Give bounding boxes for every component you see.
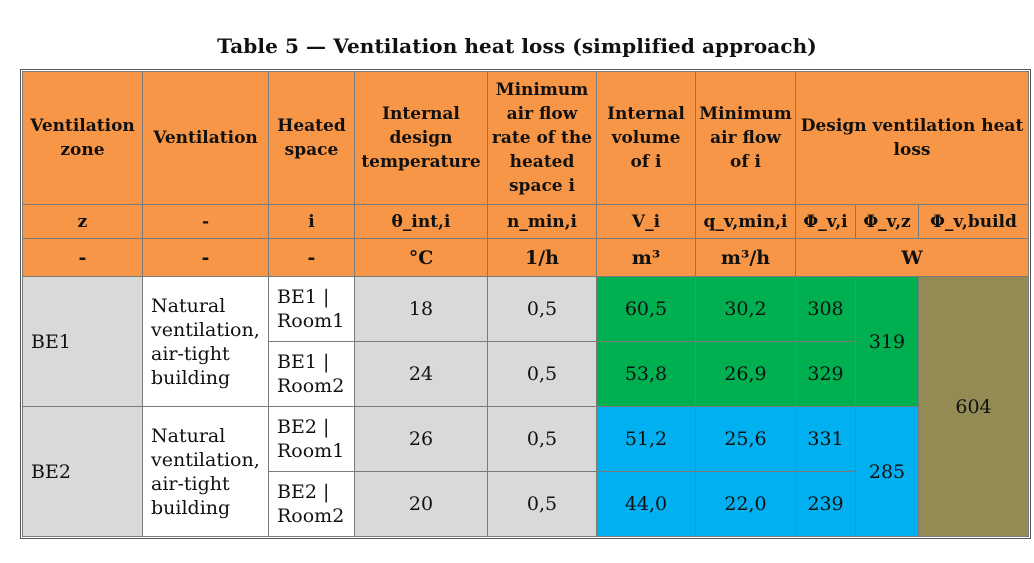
table-row: BE1 | Room2 24 0,5 53,8 26,9 329 xyxy=(23,341,1029,407)
room-phi-i: 308 xyxy=(795,276,856,342)
room-flow: 26,9 xyxy=(695,341,796,407)
room-space: BE1 | Room2 xyxy=(268,341,355,407)
room-flow: 30,2 xyxy=(695,276,796,342)
building-phi-build: 604 xyxy=(917,276,1030,537)
room-nmin: 0,5 xyxy=(487,471,597,537)
room-space: BE2 | Room1 xyxy=(268,406,355,472)
zone-phi-z: 285 xyxy=(855,406,919,537)
room-phi-i: 331 xyxy=(795,406,856,472)
room-nmin: 0,5 xyxy=(487,276,597,342)
room-volume: 44,0 xyxy=(596,471,696,537)
symbol-zone: z xyxy=(22,204,143,239)
header-ventilation-zone: Ventilation zone xyxy=(22,71,143,205)
room-volume: 60,5 xyxy=(596,276,696,342)
symbol-phi-i: Φ_v,i xyxy=(795,204,856,239)
symbol-ventilation: - xyxy=(142,204,269,239)
table-row: BE2 Natural ventilation, air-tight build… xyxy=(22,406,1029,537)
room-volume: 53,8 xyxy=(596,341,696,407)
header-minimum-air-flow: Minimum air flow of i xyxy=(695,71,796,205)
room-space: BE1 | Room1 xyxy=(268,276,355,342)
symbol-space: i xyxy=(268,204,355,239)
room-space: BE2 | Room2 xyxy=(268,471,355,537)
room-temperature: 24 xyxy=(354,341,488,407)
room-phi-i: 239 xyxy=(795,471,856,537)
unit-zone: - xyxy=(22,238,143,277)
room-volume: 51,2 xyxy=(596,406,696,472)
symbol-flow: q_v,min,i xyxy=(695,204,796,239)
unit-flow: m³/h xyxy=(695,238,796,277)
room-nmin: 0,5 xyxy=(487,341,597,407)
table-row: BE1 Natural ventilation, air-tight build… xyxy=(22,276,1030,537)
unit-row: - - - °C 1/h m³ m³/h W xyxy=(22,238,1030,277)
symbol-volume: V_i xyxy=(596,204,696,239)
room-flow: 25,6 xyxy=(695,406,796,472)
zone-ventilation: Natural ventilation, air-tight building xyxy=(142,276,269,407)
unit-ventilation: - xyxy=(142,238,269,277)
room-flow: 22,0 xyxy=(695,471,796,537)
unit-nmin: 1/h xyxy=(487,238,597,277)
unit-heat-loss: W xyxy=(794,238,1030,277)
header-minimum-air-flow-rate: Minimum air flow rate of the heated spac… xyxy=(487,71,597,205)
header-heated-space: Heated space xyxy=(268,71,355,205)
zone-name: BE1 xyxy=(22,276,143,407)
room-temperature: 20 xyxy=(354,471,488,537)
ventilation-heat-loss-table: Ventilation zone Ventilation Heated spac… xyxy=(19,69,1032,539)
room-phi-i: 329 xyxy=(795,341,856,407)
header-internal-design-temperature: Internal design temperature xyxy=(354,71,488,205)
header-row: Ventilation zone Ventilation Heated spac… xyxy=(22,71,1030,205)
table-caption: Table 5 — Ventilation heat loss (simplif… xyxy=(217,34,817,58)
symbol-phi-z: Φ_v,z xyxy=(855,204,919,239)
symbol-nmin: n_min,i xyxy=(487,204,597,239)
room-nmin: 0,5 xyxy=(487,406,597,472)
header-internal-volume: Internal volume of i xyxy=(596,71,696,205)
room-temperature: 18 xyxy=(354,276,488,342)
header-ventilation: Ventilation xyxy=(142,71,269,205)
zone-phi-z: 319 xyxy=(855,276,919,407)
table-row: BE2 | Room2 20 0,5 44,0 22,0 239 xyxy=(23,471,1029,537)
zone-ventilation: Natural ventilation, air-tight building xyxy=(142,406,269,537)
unit-temperature: °C xyxy=(354,238,488,277)
header-design-ventilation-heat-loss: Design ventilation heat loss xyxy=(794,71,1030,205)
symbol-temperature: θ_int,i xyxy=(354,204,488,239)
unit-volume: m³ xyxy=(596,238,696,277)
symbol-phi-build: Φ_v,build xyxy=(917,204,1030,239)
zone-name: BE2 xyxy=(22,406,143,537)
room-temperature: 26 xyxy=(354,406,488,472)
symbol-row: z - i θ_int,i n_min,i V_i q_v,min,i Φ_v,… xyxy=(22,204,1030,239)
unit-space: - xyxy=(268,238,355,277)
